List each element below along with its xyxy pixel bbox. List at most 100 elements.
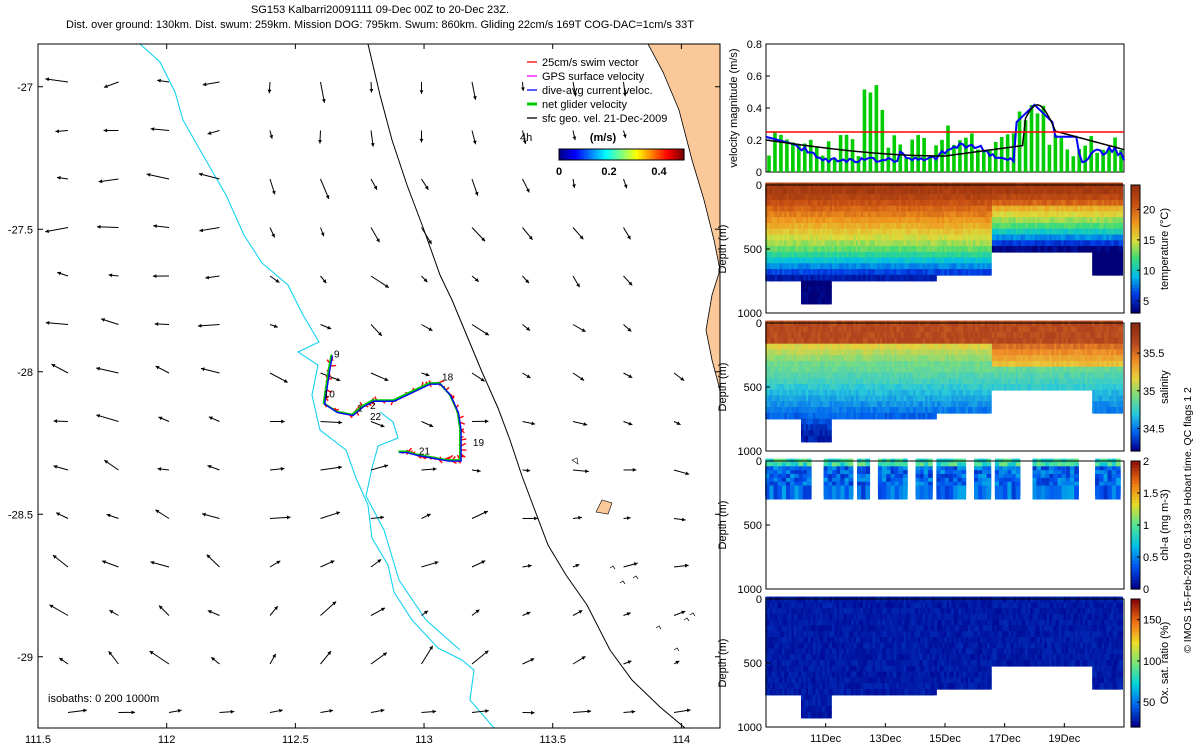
salinity-cell <box>767 407 773 414</box>
temperature-cell <box>1001 211 1007 218</box>
temperature-cell <box>982 240 987 247</box>
salinity-cell <box>800 332 806 339</box>
salinity-cell <box>1044 384 1050 391</box>
temperature-cell <box>800 257 806 265</box>
salinity-cell <box>817 349 823 356</box>
salinity-cell <box>908 366 913 374</box>
geo-velocity-arrowhead <box>676 421 681 425</box>
temperature-cell <box>817 269 823 276</box>
temperature-cell <box>1075 194 1081 201</box>
salinity-cell <box>934 326 940 333</box>
temperature-cell <box>906 257 911 265</box>
temperature-cell <box>1092 240 1097 247</box>
salinity-cell <box>963 343 968 351</box>
temperature-cell <box>1044 222 1050 230</box>
salinity-cell <box>927 366 933 374</box>
temperature-cell <box>853 211 859 218</box>
salinity-cell <box>925 378 930 385</box>
salinity-cell <box>848 412 854 420</box>
temperature-cell <box>932 182 937 190</box>
temperature-cell <box>944 188 949 195</box>
temperature-cell <box>1013 228 1019 236</box>
temperature-cell <box>939 269 945 276</box>
temperature-cell <box>827 286 832 293</box>
temperature-cell <box>1089 194 1095 201</box>
temperature-cell <box>1065 234 1071 242</box>
temperature-cell <box>944 182 949 190</box>
salinity-cell <box>846 332 851 339</box>
salinity-cell <box>982 407 987 414</box>
salinity-cell <box>765 337 770 345</box>
temperature-cell <box>1082 240 1088 247</box>
temperature-cell <box>968 222 973 230</box>
legend-duration-label: 4h <box>520 132 532 144</box>
temperature-cell <box>1101 199 1107 207</box>
temperature-cell <box>1025 217 1030 224</box>
temperature-cell <box>891 211 897 218</box>
temperature-cell <box>1070 234 1076 242</box>
temperature-cell <box>805 251 811 259</box>
temperature-cell <box>822 199 828 207</box>
temperature-cell <box>860 269 866 276</box>
temperature-cell <box>1003 217 1009 224</box>
salinity-cell <box>901 360 906 368</box>
temperature-cell <box>906 194 911 201</box>
temperature-cell <box>932 211 937 218</box>
speed-colorbar-cell <box>564 149 568 160</box>
temperature-cell <box>769 211 775 218</box>
salinity-cell <box>879 407 885 414</box>
temperature-cell <box>941 251 947 259</box>
salinity-cell <box>977 343 983 351</box>
net-velocity-bar <box>773 132 777 172</box>
salinity-cell <box>777 337 782 345</box>
temperature-panel <box>765 182 1141 314</box>
temperature-cell <box>1001 234 1007 242</box>
temperature-cell <box>772 269 777 276</box>
speed-colorbar-cell <box>601 149 605 160</box>
salinity-cell <box>970 326 976 333</box>
salinity-cell <box>841 395 847 403</box>
salinity-cell <box>841 332 847 339</box>
temperature-cell <box>934 205 940 213</box>
salinity-cell <box>960 378 966 385</box>
temperature-cell <box>908 263 913 270</box>
temperature-cell <box>1092 182 1097 190</box>
temperature-cell <box>896 194 902 201</box>
temperature-cell <box>941 257 947 265</box>
geo-velocity-arrowhead <box>83 708 87 713</box>
temperature-cell <box>932 205 937 213</box>
salinity-cell <box>829 366 835 374</box>
salinity-cell <box>860 407 866 414</box>
temperature-cell <box>798 211 804 218</box>
temperature-cell <box>1022 205 1028 213</box>
salinity-cell <box>1015 384 1021 391</box>
temperature-cell <box>846 251 851 259</box>
salinity-cell <box>824 337 830 345</box>
temperature-cell <box>1022 228 1028 236</box>
salinity-cell <box>817 343 823 351</box>
salinity-cell <box>1046 384 1052 391</box>
salinity-cell <box>874 366 880 374</box>
salinity-cell <box>891 349 897 356</box>
salinity-cell <box>820 326 825 333</box>
salinity-cell <box>894 366 899 374</box>
temperature-cell <box>815 194 820 201</box>
salinity-cell <box>812 435 818 443</box>
temperature-cell <box>765 199 770 207</box>
temperature-cell <box>1046 205 1052 213</box>
salinity-cell <box>956 384 961 391</box>
temperature-cell <box>796 194 801 201</box>
salinity-cell <box>1042 337 1047 345</box>
salinity-cell <box>927 401 933 408</box>
net-velocity-bar <box>1071 156 1076 172</box>
temperature-cell <box>956 199 961 207</box>
temperature-cell <box>781 222 787 230</box>
temperature-cell <box>1044 234 1050 242</box>
salinity-cell <box>975 320 980 328</box>
temperature-cell <box>944 228 949 236</box>
salinity-cell <box>769 366 775 374</box>
speed-colorbar-cell <box>669 149 673 160</box>
salinity-cell <box>963 372 968 380</box>
temperature-cell <box>848 211 854 218</box>
temperature-cell <box>781 199 787 207</box>
